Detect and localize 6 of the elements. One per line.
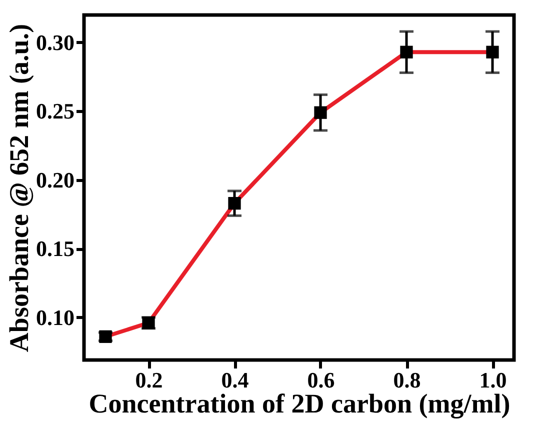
y-tick-label: 0.25 [36,98,74,124]
y-tick-label: 0.20 [36,167,74,192]
y-tick-label: 0.10 [36,304,74,330]
y-tick-label: 0.30 [36,30,74,55]
y-axis-title: Absorbance @ 652 nm (a.u.) [4,24,34,352]
y-tick-label: 0.15 [36,236,74,262]
